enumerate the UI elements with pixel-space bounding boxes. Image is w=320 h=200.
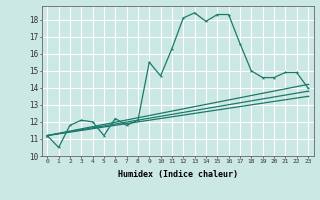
X-axis label: Humidex (Indice chaleur): Humidex (Indice chaleur) xyxy=(118,170,237,179)
